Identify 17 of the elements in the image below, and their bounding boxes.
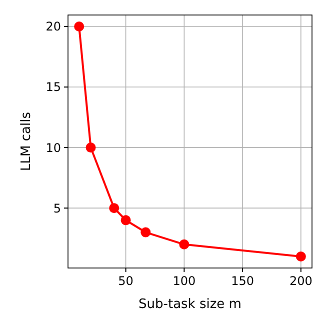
x-tick-label: 200	[289, 274, 312, 288]
y-tick-label: 5	[53, 201, 61, 216]
point	[109, 203, 120, 214]
x-axis-title: Sub-task size m	[138, 297, 242, 312]
point	[140, 227, 151, 238]
y-axis-title: LLM calls	[19, 112, 34, 171]
y-tick-label: 20	[46, 20, 61, 34]
x-tick-label: 150	[231, 274, 254, 288]
x-tick-label: 50	[118, 274, 134, 288]
x-tick-label: 100	[172, 274, 196, 288]
y-tick-label: 15	[46, 80, 61, 94]
point	[74, 22, 84, 32]
point	[86, 142, 96, 153]
point	[120, 215, 131, 226]
point	[179, 239, 190, 250]
point	[296, 252, 306, 262]
y-tick-label: 10	[46, 140, 61, 155]
